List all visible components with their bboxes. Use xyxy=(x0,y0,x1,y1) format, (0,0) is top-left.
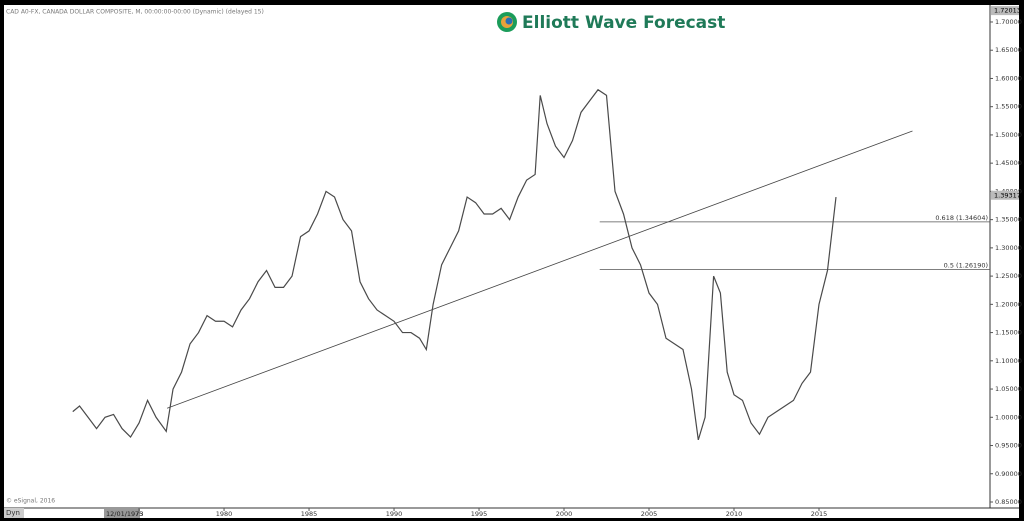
x-tick-label: 1985 xyxy=(301,510,318,518)
y-tick-label: 0.95000 xyxy=(995,442,1022,450)
logo-icon-core xyxy=(505,17,513,25)
x-tick-label: 2015 xyxy=(811,510,828,518)
price-line xyxy=(72,88,837,441)
cursor-date-box xyxy=(104,509,140,518)
y-tick-label: 1.35000 xyxy=(995,216,1022,224)
x-tick-label: 75 xyxy=(135,510,143,518)
y-tick-label: 0.85000 xyxy=(995,498,1022,506)
footer: © eSignal, 2016 xyxy=(6,498,55,505)
x-tick-label: 2005 xyxy=(641,510,658,518)
y-tick-label: 1.25000 xyxy=(995,272,1022,280)
y-tick-label: 1.15000 xyxy=(995,329,1022,337)
y-tick-label: 1.00000 xyxy=(995,413,1022,421)
logo: Elliott Wave Forecast xyxy=(497,12,725,33)
logo-text: Elliott Wave Forecast xyxy=(522,13,725,33)
y-tick-label: 1.05000 xyxy=(995,385,1022,393)
price-marker-box xyxy=(991,6,1019,16)
y-tick-label: 1.10000 xyxy=(995,357,1022,365)
y-tick-label: 1.45000 xyxy=(995,159,1022,167)
chart-title: CAD A0-FX, CANADA DOLLAR COMPOSITE, M, 0… xyxy=(6,9,264,16)
trendline xyxy=(166,130,913,409)
y-tick-label: 0.90000 xyxy=(995,470,1022,478)
y-tick-label: 1.70000 xyxy=(995,18,1022,26)
mode-label: Dyn xyxy=(6,509,20,517)
chart-background xyxy=(4,5,1019,518)
price-marker-label: 1.72013 xyxy=(994,7,1021,15)
y-tick-label: 1.55000 xyxy=(995,103,1022,111)
y-tick-label: 1.20000 xyxy=(995,300,1022,308)
x-tick-label: 1990 xyxy=(386,510,403,518)
y-tick-label: 1.65000 xyxy=(995,46,1022,54)
x-tick-label: 2010 xyxy=(726,510,743,518)
fib-label: 0.618 (1.34604) xyxy=(935,214,988,222)
x-tick-label: 1980 xyxy=(216,510,233,518)
fib-label: 0.5 (1.26190) xyxy=(944,261,988,269)
cursor-date: 12/01/1973 xyxy=(106,510,143,518)
y-tick-label: 1.50000 xyxy=(995,131,1022,139)
price-marker-box xyxy=(991,190,1019,200)
x-tick-label: 2000 xyxy=(556,510,573,518)
price-marker-label: 1.39317 xyxy=(994,191,1021,199)
x-tick-label: 1995 xyxy=(471,510,488,518)
y-tick-label: 1.60000 xyxy=(995,74,1022,82)
mode-box xyxy=(4,508,24,518)
y-tick-label: 1.30000 xyxy=(995,244,1022,252)
